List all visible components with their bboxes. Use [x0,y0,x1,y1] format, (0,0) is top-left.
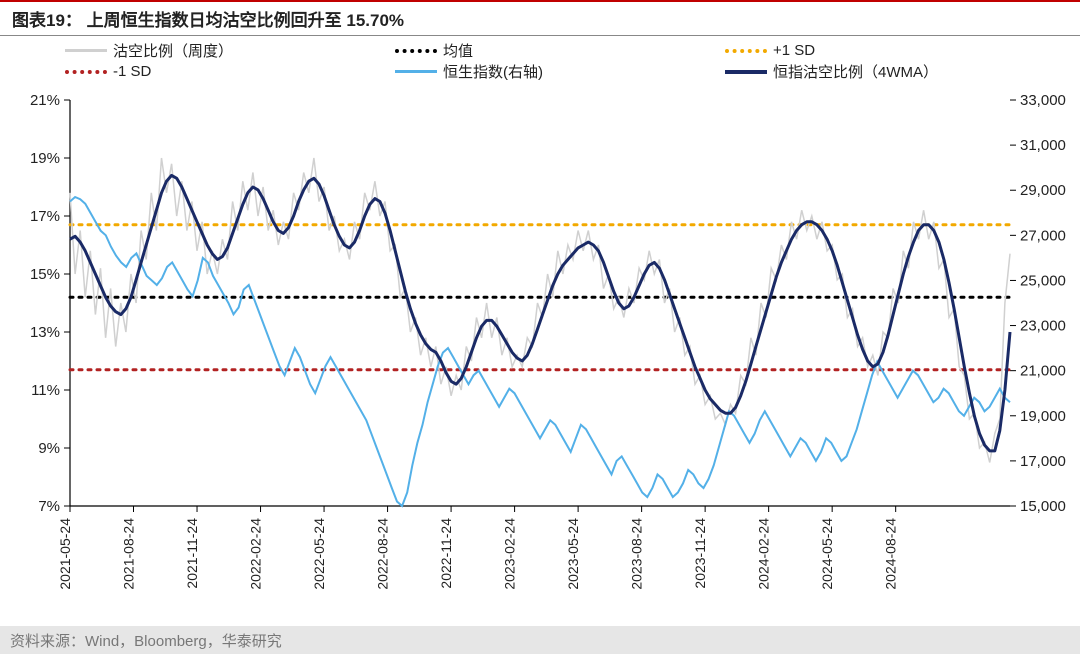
svg-text:2021-11-24: 2021-11-24 [184,518,200,589]
legend-label: +1 SD [773,42,815,59]
svg-text:15,000: 15,000 [1020,498,1066,515]
svg-text:19,000: 19,000 [1020,408,1066,425]
title-prefix: 图表19： [12,11,82,30]
chart-title-bar: 图表19： 上周恒生指数日均沽空比例回升至 15.70% [0,0,1080,36]
minus1sd-icon [65,70,107,74]
svg-text:15%: 15% [30,266,60,283]
legend-item-4wma: 恒指沽空比例（4WMA） [725,61,1015,82]
svg-text:2023-05-24: 2023-05-24 [565,518,581,590]
hsi-icon [395,70,437,73]
svg-text:2022-08-24: 2022-08-24 [375,518,391,590]
svg-text:2022-02-24: 2022-02-24 [248,518,264,590]
svg-text:19%: 19% [30,150,60,167]
mean-icon [395,49,437,53]
legend-label: 恒生指数(右轴) [443,61,543,82]
svg-text:2023-02-24: 2023-02-24 [502,518,518,590]
svg-text:17%: 17% [30,208,60,225]
svg-text:33,000: 33,000 [1020,92,1066,109]
svg-text:21%: 21% [30,92,60,109]
svg-text:25,000: 25,000 [1020,272,1066,289]
svg-text:7%: 7% [38,498,60,515]
svg-text:13%: 13% [30,324,60,341]
svg-text:2022-05-24: 2022-05-24 [311,518,327,590]
ratio4wma-icon [725,70,767,74]
source-footer: 资料来源：Wind，Bloomberg，华泰研究 [0,626,1080,654]
svg-text:23,000: 23,000 [1020,318,1066,335]
svg-text:2022-11-24: 2022-11-24 [438,518,454,589]
legend-item-minus1sd: -1 SD [65,61,355,82]
legend: 沽空比例（周度） 均值 +1 SD -1 SD 恒生指数(右轴) 恒指沽空比例（… [0,40,1080,82]
title-text: 上周恒生指数日均沽空比例回升至 15.70% [87,11,404,30]
plot-svg: 7% 9% 11% 13% 15% 17% 19% 21% 15,000 17,000 19,000… [0,36,1080,626]
legend-label: 均值 [443,40,473,61]
svg-text:2023-08-24: 2023-08-24 [629,518,645,590]
svg-text:2021-05-24: 2021-05-24 [57,518,73,590]
legend-item-hsi: 恒生指数(右轴) [395,61,685,82]
legend-item-weekly: 沽空比例（周度） [65,40,355,61]
svg-text:2021-08-24: 2021-08-24 [121,518,137,590]
svg-text:11%: 11% [31,382,60,399]
svg-text:29,000: 29,000 [1020,182,1066,199]
legend-item-plus1sd: +1 SD [725,40,1015,61]
svg-text:21,000: 21,000 [1020,363,1066,380]
svg-text:27,000: 27,000 [1020,227,1066,244]
svg-text:31,000: 31,000 [1020,137,1066,154]
legend-item-mean: 均值 [395,40,685,61]
chart-area: 沽空比例（周度） 均值 +1 SD -1 SD 恒生指数(右轴) 恒指沽空比例（… [0,36,1080,626]
legend-label: -1 SD [113,63,151,80]
legend-label: 沽空比例（周度） [113,40,233,61]
svg-text:17,000: 17,000 [1020,453,1066,470]
svg-text:2024-08-24: 2024-08-24 [883,518,899,590]
plus1sd-icon [725,49,767,53]
svg-text:9%: 9% [38,440,60,457]
short-ratio-icon [65,49,107,52]
source-text: 资料来源：Wind，Bloomberg，华泰研究 [10,633,282,650]
svg-text:2024-05-24: 2024-05-24 [819,518,835,590]
svg-text:2023-11-24: 2023-11-24 [692,518,708,589]
legend-label: 恒指沽空比例（4WMA） [773,61,938,82]
svg-text:2024-02-24: 2024-02-24 [756,518,772,590]
